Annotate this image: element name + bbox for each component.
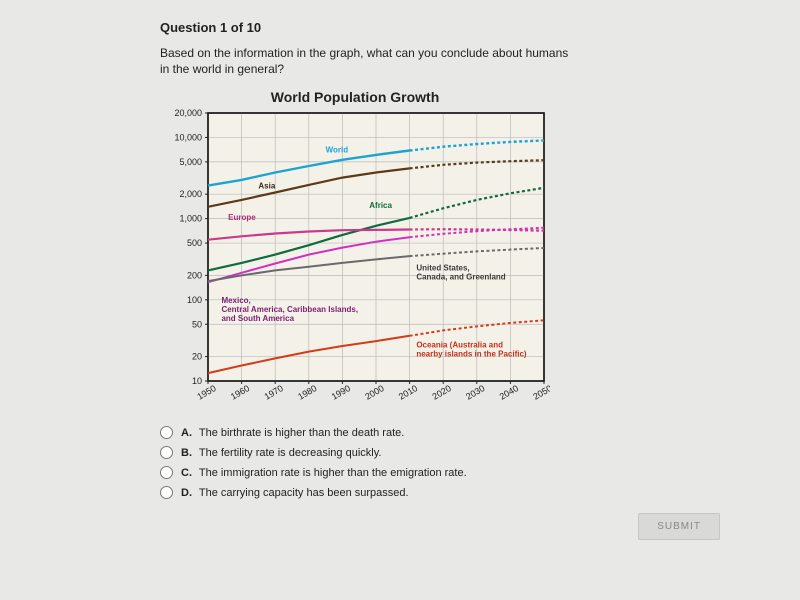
svg-text:United States,: United States, — [416, 264, 469, 273]
svg-text:Mexico,: Mexico, — [221, 296, 250, 305]
svg-text:2030: 2030 — [464, 383, 486, 402]
chart-container: World Population Growth 1020501002005001… — [160, 89, 550, 412]
svg-text:Africa: Africa — [369, 201, 392, 210]
svg-text:1990: 1990 — [330, 383, 352, 402]
option-label: D. The carrying capacity has been surpas… — [181, 487, 409, 499]
svg-text:2020: 2020 — [431, 383, 453, 402]
svg-text:20: 20 — [192, 352, 202, 362]
svg-text:5,000: 5,000 — [179, 157, 202, 167]
svg-text:200: 200 — [187, 271, 202, 281]
svg-text:100: 100 — [187, 295, 202, 305]
svg-text:1,000: 1,000 — [179, 214, 202, 224]
radio-icon[interactable] — [160, 486, 173, 499]
svg-text:2,000: 2,000 — [179, 190, 202, 200]
svg-text:10,000: 10,000 — [174, 133, 202, 143]
svg-text:2010: 2010 — [397, 383, 419, 402]
svg-text:50: 50 — [192, 320, 202, 330]
question-header: Question 1 of 10 — [160, 20, 720, 35]
radio-icon[interactable] — [160, 446, 173, 459]
option-D[interactable]: D. The carrying capacity has been surpas… — [160, 486, 720, 499]
option-label: C. The immigration rate is higher than t… — [181, 467, 467, 479]
svg-text:1970: 1970 — [263, 383, 285, 402]
option-label: B. The fertility rate is decreasing quic… — [181, 447, 381, 459]
svg-text:Europe: Europe — [228, 213, 256, 222]
question-prompt: Based on the information in the graph, w… — [160, 45, 580, 77]
submit-button[interactable]: SUBMIT — [638, 513, 720, 540]
svg-text:nearby islands in the Pacific): nearby islands in the Pacific) — [416, 350, 527, 359]
radio-icon[interactable] — [160, 466, 173, 479]
option-A[interactable]: A. The birthrate is higher than the deat… — [160, 426, 720, 439]
population-chart: 1020501002005001,0002,0005,00010,00020,0… — [160, 109, 550, 409]
svg-text:1960: 1960 — [229, 383, 251, 402]
option-B[interactable]: B. The fertility rate is decreasing quic… — [160, 446, 720, 459]
svg-text:Oceania (Australia and: Oceania (Australia and — [416, 341, 503, 350]
svg-text:500: 500 — [187, 238, 202, 248]
svg-text:Asia: Asia — [258, 182, 275, 191]
svg-text:2050: 2050 — [531, 383, 550, 402]
svg-text:1980: 1980 — [296, 383, 318, 402]
svg-text:and South America: and South America — [221, 314, 294, 323]
svg-text:World: World — [326, 146, 349, 155]
svg-text:20,000: 20,000 — [174, 109, 202, 118]
chart-title: World Population Growth — [160, 89, 550, 105]
svg-text:Canada, and Greenland: Canada, and Greenland — [416, 273, 505, 282]
radio-icon[interactable] — [160, 426, 173, 439]
svg-text:2000: 2000 — [363, 383, 385, 402]
svg-text:Central America, Caribbean Isl: Central America, Caribbean Islands, — [221, 305, 358, 314]
option-label: A. The birthrate is higher than the deat… — [181, 427, 404, 439]
answer-options: A. The birthrate is higher than the deat… — [160, 426, 720, 499]
option-C[interactable]: C. The immigration rate is higher than t… — [160, 466, 720, 479]
svg-text:2040: 2040 — [498, 383, 520, 402]
svg-text:10: 10 — [192, 376, 202, 386]
